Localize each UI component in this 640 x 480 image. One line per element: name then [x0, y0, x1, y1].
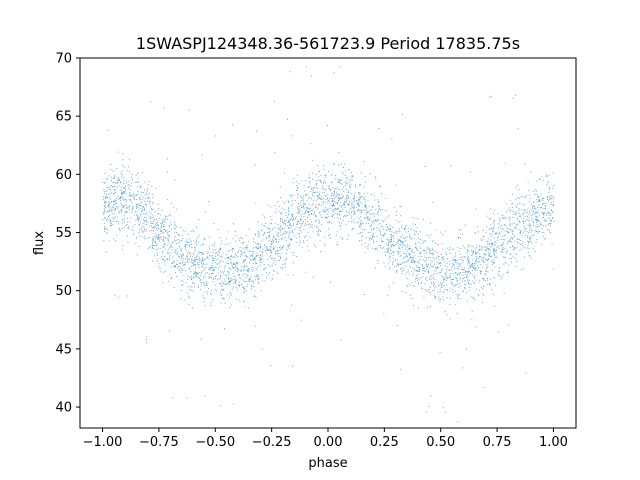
y-tick-label: 60 [55, 168, 72, 183]
x-tick-label: 0.00 [314, 435, 343, 450]
y-tick-label: 65 [55, 110, 72, 125]
x-tick-label: −1.00 [83, 435, 123, 450]
x-tick-label: −0.50 [195, 435, 235, 450]
x-tick-label: 1.00 [539, 435, 568, 450]
y-axis: 40 45 50 55 60 65 70 [55, 52, 80, 416]
chart-title: 1SWASPJ124348.36-561723.9 Period 17835.7… [136, 34, 520, 53]
y-tick-label: 40 [55, 401, 72, 416]
y-tick-label: 70 [55, 52, 72, 67]
x-tick-label: 0.75 [483, 435, 512, 450]
x-axis-label: phase [308, 456, 347, 471]
x-tick-label: −0.25 [252, 435, 292, 450]
y-tick-label: 45 [55, 342, 72, 357]
x-tick-label: 0.25 [370, 435, 399, 450]
y-tick-label: 50 [55, 284, 72, 299]
x-tick-label: 0.50 [426, 435, 455, 450]
x-tick-label: −0.75 [139, 435, 179, 450]
y-axis-label: flux [32, 231, 47, 255]
y-tick-label: 55 [55, 226, 72, 241]
x-axis: −1.00 −0.75 −0.50 −0.25 0.00 0.25 0.50 0.75 1.00 [83, 428, 568, 450]
